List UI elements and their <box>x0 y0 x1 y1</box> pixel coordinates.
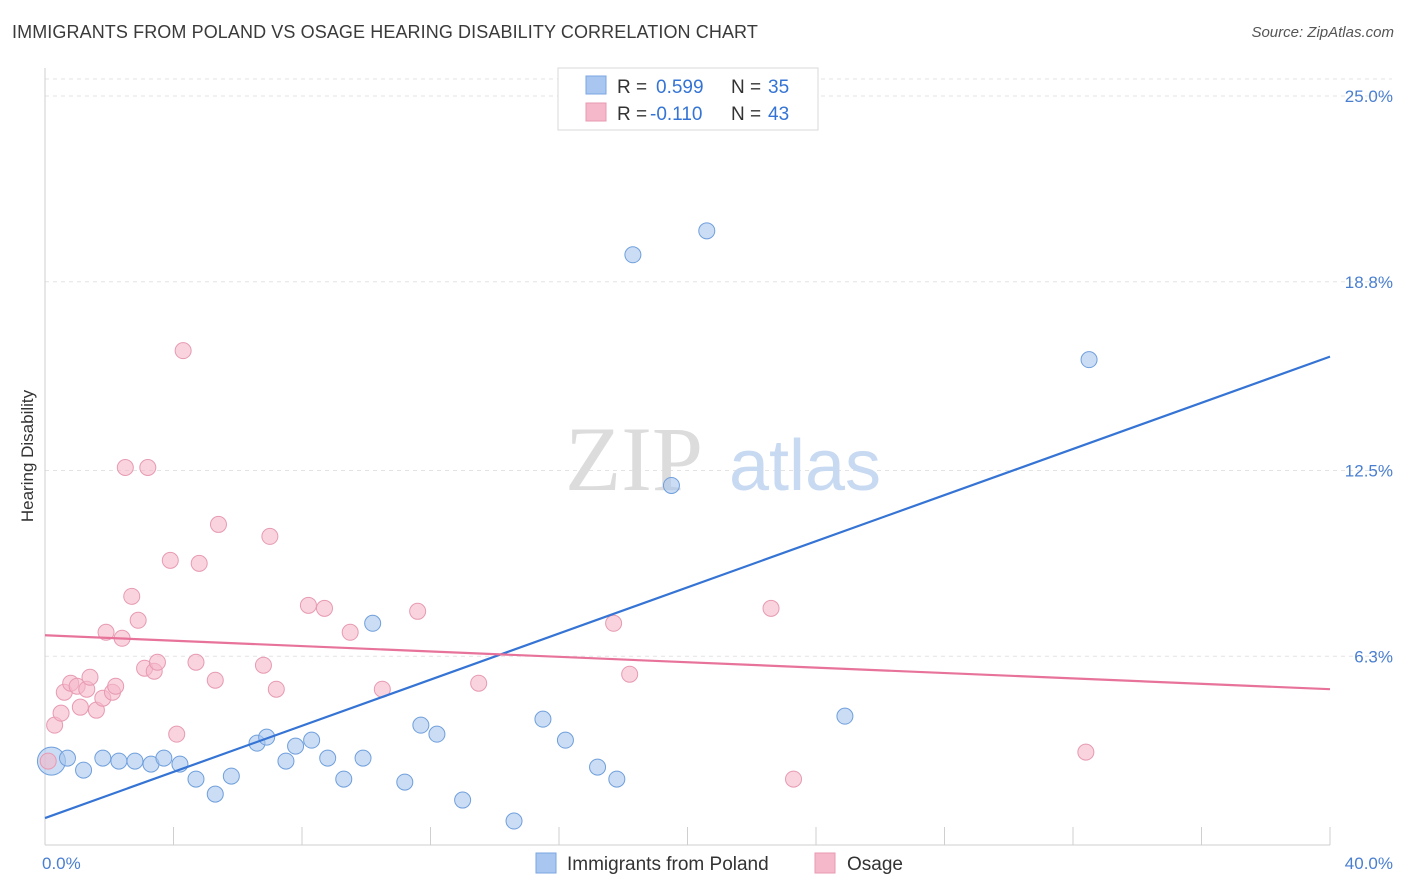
watermark-atlas: atlas <box>729 426 881 506</box>
legend-n-label-poland: N = <box>731 77 761 98</box>
legend-n-value-poland: 35 <box>768 77 789 98</box>
x-tick-label-0: 0.0% <box>42 854 81 873</box>
osage-point-11 <box>97 623 115 641</box>
osage-point-6 <box>71 698 89 716</box>
poland-point-28 <box>589 758 607 776</box>
series-osage-points <box>39 342 1095 788</box>
legend-swatch-osage <box>585 102 607 122</box>
osage-point-33 <box>315 599 333 617</box>
x-tick-label-1: 40.0% <box>1345 854 1393 873</box>
osage-point-17 <box>129 611 147 629</box>
poland-point-32 <box>698 222 716 240</box>
osage-point-22 <box>161 551 179 569</box>
poland-point-30 <box>624 246 642 264</box>
bottom-legend-swatch-poland <box>535 852 557 874</box>
poland-point-33 <box>836 707 854 725</box>
bottom-legend-label-osage: Osage <box>847 854 903 875</box>
tick-labels: 6.3% 12.5% 18.8% 25.0% 0.0% 40.0% <box>42 87 1393 873</box>
series-poland-points <box>36 222 1098 830</box>
poland-point-29 <box>608 770 626 788</box>
y-tick-label-1: 12.5% <box>1345 462 1393 481</box>
osage-point-39 <box>621 665 639 683</box>
poland-point-14 <box>277 752 295 770</box>
osage-point-15 <box>116 459 134 477</box>
osage-point-30 <box>261 527 279 545</box>
osage-point-26 <box>190 554 208 572</box>
osage-point-19 <box>139 459 157 477</box>
osage-point-31 <box>267 680 285 698</box>
poland-point-9 <box>187 770 205 788</box>
legend-r-label-osage: R = <box>617 104 647 125</box>
watermark-zip: ZIP <box>565 408 703 510</box>
bottom-legend-swatch-osage <box>814 852 836 874</box>
legend-r-value-poland: 0.599 <box>656 77 704 98</box>
poland-point-10 <box>206 785 224 803</box>
poland-point-24 <box>454 791 472 809</box>
chart-source: Source: ZipAtlas.com <box>1251 24 1394 41</box>
osage-point-25 <box>187 653 205 671</box>
osage-point-37 <box>470 674 488 692</box>
legend-swatch-poland <box>585 75 607 95</box>
legend-n-label-osage: N = <box>731 104 761 125</box>
osage-point-40 <box>762 599 780 617</box>
osage-point-42 <box>1077 743 1095 761</box>
osage-trend-line <box>44 634 1331 691</box>
osage-point-24 <box>174 342 192 360</box>
osage-point-8 <box>81 668 99 686</box>
poland-point-1 <box>58 749 76 767</box>
legend-r-label-poland: R = <box>617 77 647 98</box>
poland-point-34 <box>1080 351 1098 369</box>
grid-lines <box>45 78 1392 657</box>
poland-point-26 <box>534 710 552 728</box>
osage-point-38 <box>605 614 623 632</box>
osage-point-32 <box>299 596 317 614</box>
poland-point-2 <box>75 761 93 779</box>
poland-point-27 <box>556 731 574 749</box>
poland-point-20 <box>364 614 382 632</box>
osage-point-0 <box>39 752 57 770</box>
trend-lines <box>44 355 1331 820</box>
osage-point-13 <box>107 677 125 695</box>
osage-point-23 <box>168 725 186 743</box>
poland-point-4 <box>110 752 128 770</box>
poland-point-13 <box>258 728 276 746</box>
osage-point-34 <box>341 623 359 641</box>
osage-point-2 <box>52 704 70 722</box>
poland-point-5 <box>126 752 144 770</box>
poland-point-11 <box>222 767 240 785</box>
poland-point-17 <box>319 749 337 767</box>
chart-title: IMMIGRANTS FROM POLAND VS OSAGE HEARING … <box>12 22 758 42</box>
osage-point-16 <box>123 587 141 605</box>
watermark: ZIP atlas <box>565 408 881 510</box>
y-tick-label-2: 18.8% <box>1345 273 1393 292</box>
poland-point-18 <box>335 770 353 788</box>
poland-point-23 <box>428 725 446 743</box>
poland-trend-line <box>44 355 1331 820</box>
legend-bottom: Immigrants from Poland Osage <box>535 852 903 875</box>
osage-point-28 <box>209 515 227 533</box>
poland-point-31 <box>662 476 680 494</box>
osage-point-36 <box>409 602 427 620</box>
poland-point-15 <box>287 737 305 755</box>
poland-point-21 <box>396 773 414 791</box>
osage-point-21 <box>148 653 166 671</box>
poland-point-16 <box>303 731 321 749</box>
poland-point-19 <box>354 749 372 767</box>
axes <box>44 68 1331 846</box>
poland-point-22 <box>412 716 430 734</box>
y-axis-title: Hearing Disability <box>18 389 37 522</box>
legend-r-value-osage: -0.110 <box>650 104 702 125</box>
legend-top: R = 0.599 N = 35 R = -0.110 N = 43 <box>557 67 819 131</box>
poland-point-25 <box>505 812 523 830</box>
y-tick-label-3: 25.0% <box>1345 87 1393 106</box>
y-tick-label-0: 6.3% <box>1354 647 1393 666</box>
osage-point-41 <box>785 770 803 788</box>
poland-point-7 <box>155 749 173 767</box>
legend-n-value-osage: 43 <box>768 104 789 125</box>
bottom-legend-label-poland: Immigrants from Poland <box>567 854 769 875</box>
osage-point-27 <box>206 671 224 689</box>
poland-point-3 <box>94 749 112 767</box>
osage-point-29 <box>254 656 272 674</box>
